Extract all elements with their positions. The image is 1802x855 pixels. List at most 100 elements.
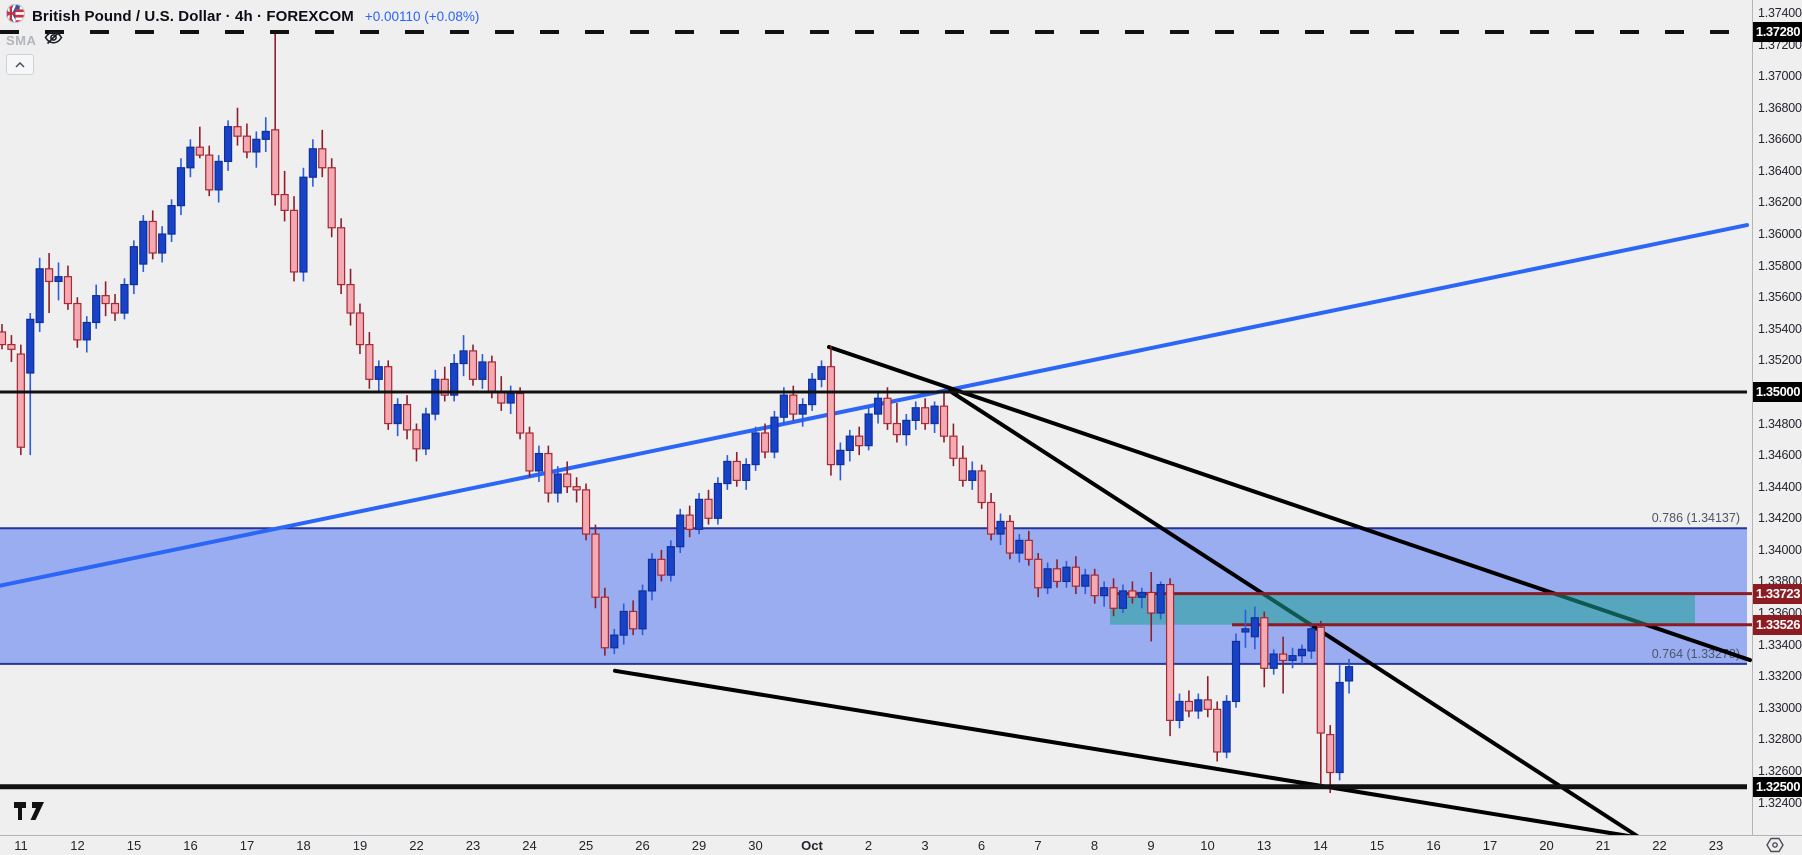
candle-body [355,312,365,346]
time-axis-label: 16 [1426,838,1441,853]
rising-support-trendline[interactable] [0,223,1749,588]
key-red-levels[interactable] [1110,592,1752,627]
candle-body [365,343,374,380]
candle-body [676,514,685,548]
candle-body [638,590,647,630]
wedge-lower-support[interactable] [613,668,1642,840]
candle-body [732,460,741,481]
candle-body [459,350,468,365]
candle-body [299,176,308,273]
price-axis-label: 1.34800 [1758,416,1802,431]
candle-body [1326,734,1335,774]
candle-body [158,233,167,254]
candle-body [1194,699,1203,712]
time-axis-label: 24 [522,838,537,853]
price-axis-label: 1.37000 [1758,69,1802,84]
candle-body [478,361,487,380]
price-axis-label: 1.36800 [1758,100,1802,115]
time-axis-label: 29 [691,838,707,853]
price-level-badge-1.32500: 1.32500 [1753,776,1802,797]
fib-retracement-zone[interactable]: 0.786 (1.34137)0.764 (1.33278) [0,511,1747,665]
time-axis-label: 15 [1369,838,1385,853]
candle-body [713,482,723,519]
time-axis-label: 14 [1313,838,1328,853]
candle-body [167,205,176,235]
time-axis-label: 3 [921,838,929,853]
price-level-badge-1.33723: 1.33723 [1753,583,1802,604]
price-level-badge-1.35000: 1.35000 [1753,381,1802,402]
time-axis-label: 9 [1147,838,1155,853]
candle-body [770,416,779,453]
candle-body [610,634,619,649]
candle-body [515,392,525,434]
candle-body [1081,574,1090,587]
candle-body [374,366,383,380]
candle-body [986,501,996,535]
confluence-teal-zone[interactable] [1110,593,1695,625]
candle-body [1090,574,1099,597]
candle-body [280,193,289,211]
candle-body [450,362,459,396]
price-axis-label: 1.33200 [1758,669,1802,684]
chart-legend: British Pound / U.S. Dollar · 4h · FOREX… [6,4,479,75]
time-axis-label: 25 [578,838,594,853]
time-axis-label: 11 [14,838,28,853]
candle-body [176,167,186,207]
time-axis-label: 22 [1652,838,1667,853]
axis-settings-hexagon-icon[interactable] [1766,837,1784,855]
candle-body [252,138,261,153]
candle-body [836,449,845,466]
candle-body [63,276,73,305]
candle-body [242,135,252,153]
price-level-badge-1.33526: 1.33526 [1753,614,1802,635]
candle-body [1250,617,1259,638]
time-axis-label: 23 [1708,838,1724,853]
price-axis-label: 1.32800 [1758,732,1802,747]
collapse-legend-button[interactable] [6,54,34,75]
symbol-title-row[interactable]: British Pound / U.S. Dollar · 4h · FOREX… [6,4,479,28]
candle-body [1015,539,1024,554]
time-axis-label: 7 [1034,838,1042,853]
horizontal-black-levels[interactable] [0,29,1747,790]
candle-body [327,167,336,229]
candle-body [855,435,864,447]
price-axis-label: 1.36600 [1758,132,1802,147]
candle-body [402,403,412,431]
candle-body [1203,699,1212,710]
candle-body [779,394,788,418]
candle-body [958,457,967,481]
candle-body [826,366,836,466]
candle-body [939,405,949,437]
time-axis-label: 12 [70,838,85,853]
candle-body [666,546,675,576]
price-axis-label: 1.35200 [1758,353,1802,368]
confluence-zone-fill[interactable] [1110,593,1695,625]
candle-body [110,302,120,314]
candle-body [600,596,609,649]
time-axis[interactable]: 11 12 15 16 17 18 19 22 23 24 25 26 29 30 Oct 2 3 6 7 8 9 10 1… [0,835,1802,855]
candle-body [911,407,920,421]
candle-body [553,473,562,494]
candle-body [534,452,544,472]
price-axis[interactable]: 1.37400 1.37200 1.37000 1.36800 1.36600 1.364… [1752,0,1802,835]
candle-body [572,486,581,491]
candle-body [1175,700,1184,721]
sma-indicator-label[interactable]: SMA [6,32,37,48]
candle-body [120,283,129,314]
candle-body [657,558,666,576]
price-axis-label: 1.35400 [1758,321,1802,336]
symbol-title[interactable]: British Pound / U.S. Dollar · 4h · FOREX… [32,7,354,25]
candle-body [431,378,440,415]
candle-body [817,366,826,380]
price-axis-label: 1.33000 [1758,700,1802,715]
candle-body [205,154,214,191]
eye-slash-icon[interactable] [44,30,63,50]
candle-body [1128,590,1137,598]
candle-body [1288,655,1297,661]
candle-body [1100,587,1109,597]
candle-body [873,397,883,415]
indicator-row[interactable]: SMA [6,30,479,50]
price-axis-label: 1.34600 [1758,448,1802,463]
